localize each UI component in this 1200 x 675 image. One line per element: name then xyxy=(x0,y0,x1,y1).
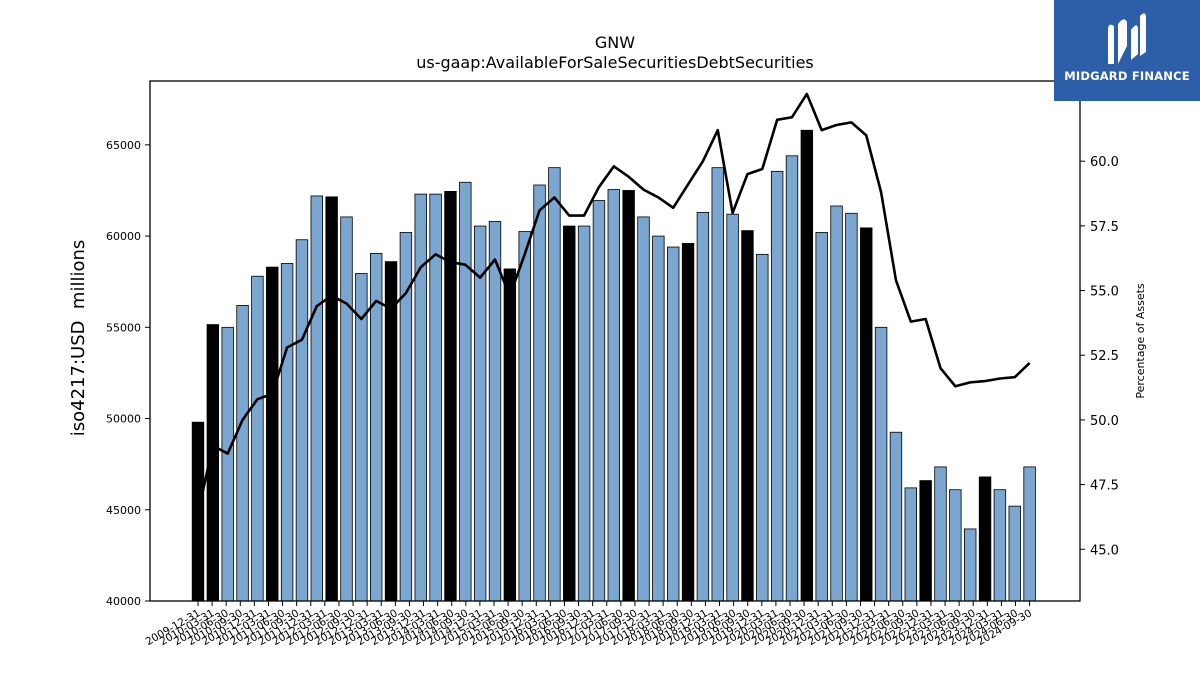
y-tick-label: 45000 xyxy=(106,504,141,517)
y2-tick-label: 57.5 xyxy=(1090,220,1119,235)
bar xyxy=(251,275,264,602)
bar xyxy=(518,231,531,602)
bar xyxy=(459,181,472,602)
bar xyxy=(503,268,517,602)
bar xyxy=(696,211,710,602)
y-tick-label: 40000 xyxy=(106,595,141,608)
x-axis-ticks: 2009-12-312010-03-312010-06-302010-09-30… xyxy=(144,601,1034,648)
right-axis-ticks: 45.0 47.5 50.0 52.5 55.0 57.5 60.0 xyxy=(1080,155,1119,558)
bar xyxy=(340,216,353,602)
brand-logo: MIDGARD FINANCE xyxy=(1054,0,1200,101)
bar xyxy=(577,225,591,602)
bar xyxy=(637,216,650,602)
bar xyxy=(652,235,665,602)
bar xyxy=(384,261,398,602)
bar-group xyxy=(191,129,1036,602)
bar xyxy=(993,489,1007,602)
y-tick-label: 60000 xyxy=(106,230,141,243)
bar xyxy=(904,487,918,602)
bar xyxy=(280,263,294,602)
y2-axis-label: Percentage of Assets xyxy=(1134,283,1147,399)
bar xyxy=(1008,505,1021,602)
bar xyxy=(726,213,739,602)
line-group xyxy=(196,92,1031,514)
bar xyxy=(563,225,576,602)
y-tick-label: 65000 xyxy=(106,139,141,152)
bar xyxy=(874,326,888,602)
bar xyxy=(355,273,368,602)
bar xyxy=(533,184,546,602)
bar xyxy=(444,190,457,602)
bar xyxy=(221,326,234,602)
bar xyxy=(236,305,249,602)
bar xyxy=(310,195,324,602)
y2-tick-label: 52.5 xyxy=(1090,349,1119,364)
y2-tick-label: 47.5 xyxy=(1090,479,1119,494)
bar xyxy=(785,155,799,602)
bar xyxy=(592,200,606,602)
chart-subtitle: us-gaap:AvailableForSaleSecuritiesDebtSe… xyxy=(416,53,814,72)
bar xyxy=(978,476,992,602)
bar xyxy=(770,170,784,602)
bar xyxy=(488,221,502,602)
bar xyxy=(800,129,814,602)
bar xyxy=(860,227,873,602)
brand-name: MIDGARD FINANCE xyxy=(1064,69,1190,83)
bar xyxy=(607,189,621,602)
bar xyxy=(711,167,724,602)
chart-title: GNW xyxy=(595,33,635,52)
bar xyxy=(681,242,695,602)
bar xyxy=(949,489,962,602)
bar xyxy=(295,239,309,602)
bar xyxy=(622,190,635,602)
bar xyxy=(845,212,858,602)
bar xyxy=(756,253,769,602)
bar xyxy=(414,193,427,602)
y2-tick-label: 45.0 xyxy=(1090,543,1119,558)
y2-tick-label: 50.0 xyxy=(1090,414,1119,429)
bar xyxy=(815,232,828,602)
bar xyxy=(473,225,487,602)
bar xyxy=(934,466,947,602)
bar xyxy=(741,230,754,602)
bar xyxy=(964,528,977,602)
y2-tick-label: 60.0 xyxy=(1090,155,1119,170)
bar xyxy=(548,167,561,602)
midgard-m-logo-icon xyxy=(1108,13,1146,65)
bar xyxy=(266,266,279,602)
bar xyxy=(667,246,680,602)
y-axis-label: iso4217:USD millions xyxy=(68,240,89,437)
plot-frame xyxy=(149,80,1081,602)
y-tick-label: 50000 xyxy=(106,413,141,426)
bar xyxy=(1023,466,1036,602)
y2-tick-label: 55.0 xyxy=(1090,285,1119,300)
bar xyxy=(325,196,338,602)
left-axis-ticks: 40000 45000 50000 55000 60000 65000 xyxy=(106,139,150,608)
bar xyxy=(889,431,903,602)
bar xyxy=(919,480,932,602)
y-tick-label: 55000 xyxy=(106,321,141,334)
bar xyxy=(830,205,843,602)
percentage-line xyxy=(196,92,1031,514)
